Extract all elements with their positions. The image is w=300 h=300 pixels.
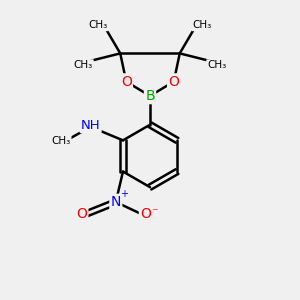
Text: B: B xyxy=(145,89,155,103)
Text: NH: NH xyxy=(81,119,100,132)
Text: CH₃: CH₃ xyxy=(74,60,93,70)
Text: O: O xyxy=(140,207,151,221)
Text: +: + xyxy=(120,189,128,199)
Text: O: O xyxy=(76,207,87,221)
Text: ⁻: ⁻ xyxy=(151,206,158,219)
Text: CH₃: CH₃ xyxy=(207,60,226,70)
Text: CH₃: CH₃ xyxy=(88,20,108,30)
Text: O: O xyxy=(168,75,179,88)
Text: CH₃: CH₃ xyxy=(192,20,212,30)
Text: CH₃: CH₃ xyxy=(51,136,70,146)
Text: O: O xyxy=(121,75,132,88)
Text: N: N xyxy=(111,195,121,209)
